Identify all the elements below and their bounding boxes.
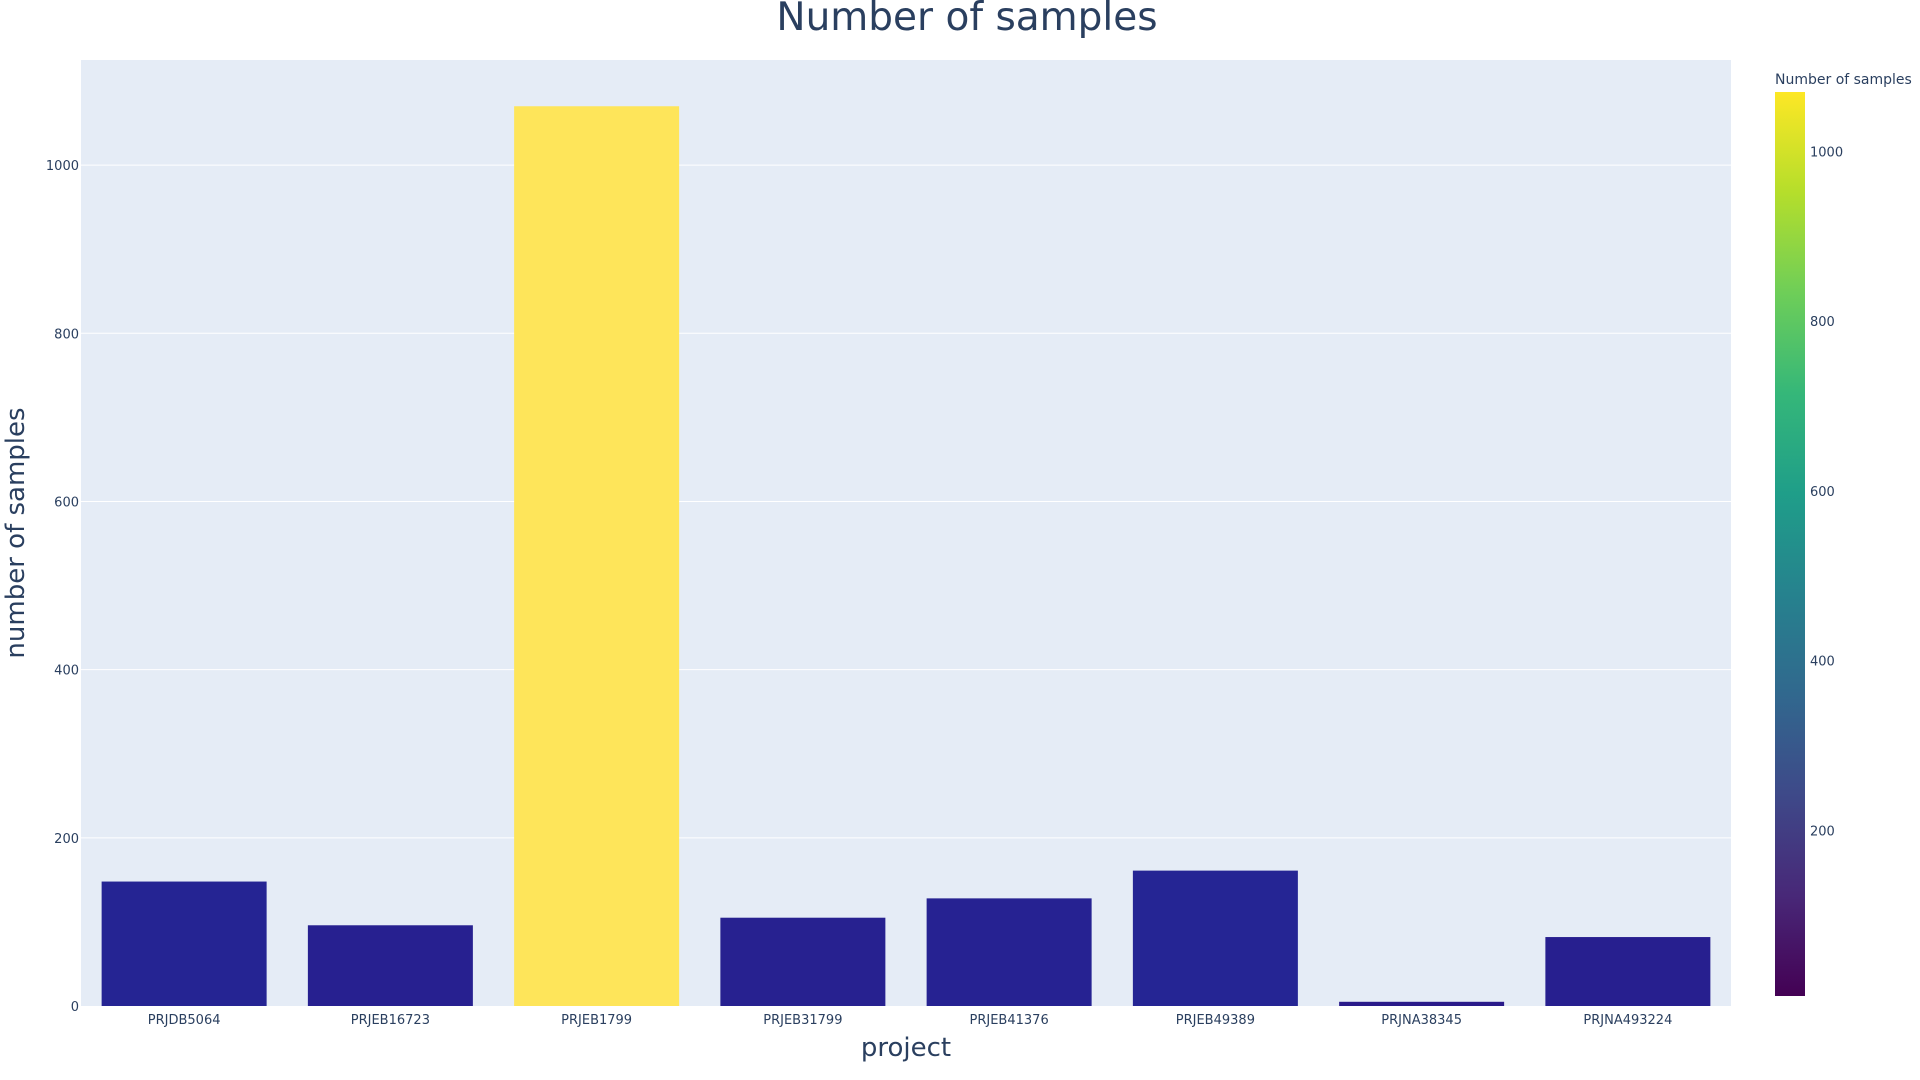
colorbar-tick-label: 400 [1810,655,1835,670]
colorbar-tick-label: 200 [1810,824,1835,839]
y-tick-label: 400 [54,664,79,679]
y-tick-label: 0 [71,1000,79,1015]
colorbar [1775,92,1805,996]
x-tick-label: PRJEB49389 [1176,1013,1255,1028]
plot-background [81,60,1731,1006]
bar-PRJEB16723 [307,925,473,1006]
colorbar-tick-label: 1000 [1810,145,1843,160]
x-tick-label: PRJEB41376 [970,1013,1049,1028]
x-tick-label: PRJEB16723 [351,1013,430,1028]
colorbar-tick-label: 600 [1810,485,1835,500]
bar-PRJEB31799 [720,917,886,1006]
chart-title: Number of samples [776,0,1157,40]
colorbar-title: Number of samples [1775,72,1912,88]
x-axis-title: project [861,1033,951,1063]
bar-PRJEB49389 [1132,870,1298,1006]
colorbar-ticks: 200 400 600 800 1000 [1810,145,1843,839]
bars [101,106,1711,1006]
bar-PRJNA493224 [1545,937,1711,1006]
y-tick-label: 200 [54,832,79,847]
x-tick-label: PRJNA38345 [1381,1013,1462,1028]
x-tick-label: PRJDB5064 [148,1013,221,1028]
x-tick-label: PRJEB31799 [763,1013,842,1028]
bar-PRJEB1799 [514,106,680,1006]
gridlines [81,164,1731,839]
bar-PRJEB41376 [926,898,1092,1006]
colorbar-tick-label: 800 [1810,315,1835,330]
y-tick-label: 800 [54,327,79,342]
x-tick-label: PRJNA493224 [1583,1013,1672,1028]
y-tick-label: 600 [54,495,79,510]
y-axis-ticks: 0 200 400 600 800 1000 [46,159,79,1015]
x-axis-ticks: PRJDB5064 PRJEB16723 PRJEB1799 PRJEB31799 PR… [148,1013,1673,1028]
y-tick-label: 1000 [46,159,79,174]
x-tick-label: PRJEB1799 [561,1013,632,1028]
bar-PRJDB5064 [101,881,267,1006]
bar-PRJNA38345 [1339,1001,1505,1006]
y-axis-title: number of samples [1,407,31,658]
